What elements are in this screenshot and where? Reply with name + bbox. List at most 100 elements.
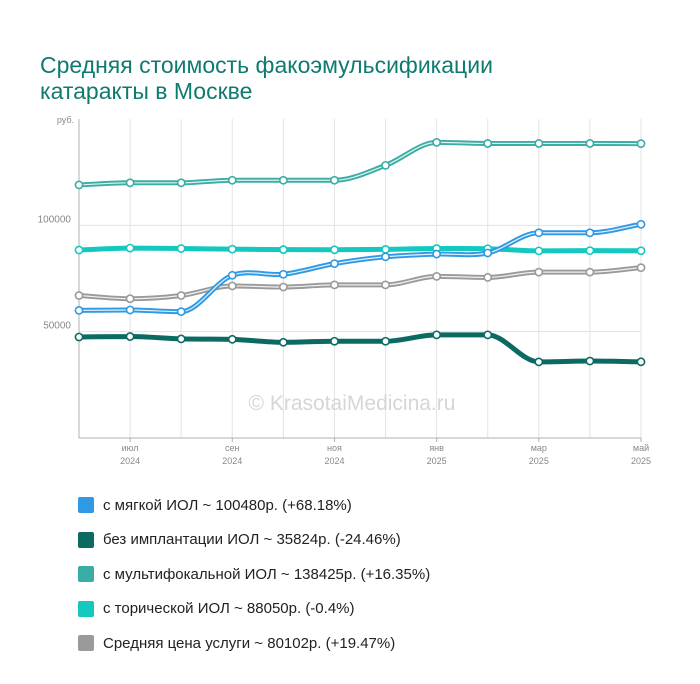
legend-swatch bbox=[78, 531, 94, 548]
legend-item-multifocal-iol[interactable]: с мультифокальной ИОЛ ~ 138425р. (+16.35… bbox=[78, 557, 430, 592]
watermark: © KrasotaiMedicina.ru bbox=[249, 392, 456, 415]
data-point[interactable] bbox=[432, 271, 442, 281]
y-tick-label: 50000 bbox=[43, 321, 71, 332]
data-point[interactable] bbox=[585, 228, 595, 238]
chart-title-line-2: катаракты в Москве bbox=[40, 78, 253, 105]
chart-title: Средняя стоимость факоэмульсификации кат… bbox=[40, 52, 600, 104]
data-point[interactable] bbox=[381, 244, 390, 254]
x-tick-label-year: 2024 bbox=[222, 456, 242, 466]
data-point[interactable] bbox=[125, 178, 135, 188]
legend-swatch bbox=[78, 566, 94, 583]
data-point[interactable] bbox=[636, 219, 646, 229]
data-point[interactable] bbox=[483, 330, 493, 340]
series-line bbox=[76, 332, 644, 365]
data-point[interactable] bbox=[585, 267, 595, 277]
data-point[interactable] bbox=[636, 139, 646, 149]
data-point[interactable] bbox=[74, 305, 84, 315]
x-tick-label-month: сен bbox=[225, 443, 240, 453]
data-point[interactable] bbox=[74, 180, 84, 190]
x-tick-label-year: 2025 bbox=[427, 456, 447, 466]
data-point[interactable] bbox=[585, 356, 595, 366]
series-line-highlight bbox=[78, 141, 642, 186]
data-point[interactable] bbox=[534, 357, 544, 367]
data-point[interactable] bbox=[227, 281, 237, 291]
data-point[interactable] bbox=[278, 282, 288, 292]
x-tick-label-month: ноя bbox=[327, 443, 342, 453]
data-point[interactable] bbox=[330, 259, 339, 269]
data-point[interactable] bbox=[74, 291, 84, 300]
data-point[interactable] bbox=[483, 139, 493, 148]
legend-label: без имплантации ИОЛ ~ 35824р. (-24.46%) bbox=[103, 531, 401, 549]
data-point[interactable] bbox=[227, 334, 237, 344]
data-point[interactable] bbox=[176, 307, 186, 317]
legend-swatch bbox=[78, 497, 94, 514]
data-point[interactable] bbox=[125, 332, 135, 341]
series-line bbox=[76, 245, 644, 254]
series-5 bbox=[74, 330, 646, 367]
data-point[interactable] bbox=[278, 337, 288, 347]
data-point[interactable] bbox=[227, 175, 237, 185]
data-point[interactable] bbox=[74, 245, 84, 255]
data-point[interactable] bbox=[176, 244, 186, 253]
data-point[interactable] bbox=[176, 291, 186, 300]
legend-label: с мягкой ИОЛ ~ 100480р. (+68.18%) bbox=[103, 496, 352, 514]
legend-swatch bbox=[78, 600, 94, 617]
line-chart: © KrasotaiMedicina.ru руб. 50000 100000 июл… bbox=[38, 115, 651, 466]
legend-item-soft-iol[interactable]: с мягкой ИОЛ ~ 100480р. (+68.18%) bbox=[78, 488, 430, 523]
data-point[interactable] bbox=[381, 280, 390, 290]
legend-swatch bbox=[78, 635, 94, 652]
data-point[interactable] bbox=[125, 243, 135, 253]
data-point[interactable] bbox=[227, 270, 237, 280]
y-tick-label: 100000 bbox=[38, 214, 72, 225]
data-point[interactable] bbox=[74, 332, 84, 342]
data-point[interactable] bbox=[483, 273, 493, 282]
data-point[interactable] bbox=[176, 334, 186, 344]
data-point[interactable] bbox=[534, 267, 544, 277]
legend-item-average-price[interactable]: Средняя цена услуги ~ 80102р. (+19.47%) bbox=[78, 626, 430, 661]
chart-series bbox=[74, 137, 646, 367]
data-point[interactable] bbox=[381, 160, 390, 170]
data-point[interactable] bbox=[636, 263, 646, 273]
data-point[interactable] bbox=[432, 330, 442, 340]
data-point[interactable] bbox=[330, 245, 339, 255]
chart-legend: с мягкой ИОЛ ~ 100480р. (+68.18%) без им… bbox=[78, 488, 430, 661]
x-tick-label-month: июл bbox=[122, 443, 139, 453]
series-line bbox=[76, 139, 644, 188]
data-point[interactable] bbox=[585, 139, 595, 148]
data-point[interactable] bbox=[125, 294, 135, 304]
data-point[interactable] bbox=[432, 249, 442, 259]
data-point[interactable] bbox=[534, 228, 544, 238]
data-point[interactable] bbox=[278, 269, 288, 279]
x-tick-label-year: 2024 bbox=[324, 456, 344, 466]
data-point[interactable] bbox=[381, 252, 390, 262]
series-3 bbox=[74, 263, 646, 304]
data-point[interactable] bbox=[534, 139, 544, 148]
series-1 bbox=[74, 137, 646, 190]
data-point[interactable] bbox=[636, 357, 646, 367]
data-point[interactable] bbox=[125, 305, 135, 315]
data-point[interactable] bbox=[278, 175, 288, 185]
data-point[interactable] bbox=[483, 248, 493, 258]
x-tick-label-month: янв bbox=[429, 443, 444, 453]
data-point[interactable] bbox=[227, 244, 237, 254]
data-point[interactable] bbox=[585, 246, 595, 256]
data-point[interactable] bbox=[176, 178, 186, 188]
chart-tick-labels: руб. 50000 100000 июл 2024 сен 2024 ноя 2024 янв 2… bbox=[38, 115, 651, 466]
data-point[interactable] bbox=[534, 246, 544, 256]
data-point[interactable] bbox=[278, 245, 288, 254]
y-axis-unit-label: руб. bbox=[57, 115, 74, 125]
series-2 bbox=[74, 243, 646, 256]
legend-item-toric-iol[interactable]: с торической ИОЛ ~ 88050р. (-0.4%) bbox=[78, 592, 430, 627]
data-point[interactable] bbox=[330, 175, 339, 185]
data-point[interactable] bbox=[432, 137, 442, 147]
data-point[interactable] bbox=[381, 336, 390, 346]
data-point[interactable] bbox=[330, 280, 339, 290]
legend-label: с торической ИОЛ ~ 88050р. (-0.4%) bbox=[103, 600, 355, 618]
data-point[interactable] bbox=[330, 336, 339, 346]
x-tick-label-year: 2025 bbox=[529, 456, 549, 466]
x-tick-label-month: мар bbox=[531, 443, 547, 453]
data-point[interactable] bbox=[636, 246, 646, 256]
legend-item-no-implant[interactable]: без имплантации ИОЛ ~ 35824р. (-24.46%) bbox=[78, 523, 430, 558]
chart-axes bbox=[78, 119, 641, 439]
x-tick-label-month: май bbox=[633, 443, 649, 453]
